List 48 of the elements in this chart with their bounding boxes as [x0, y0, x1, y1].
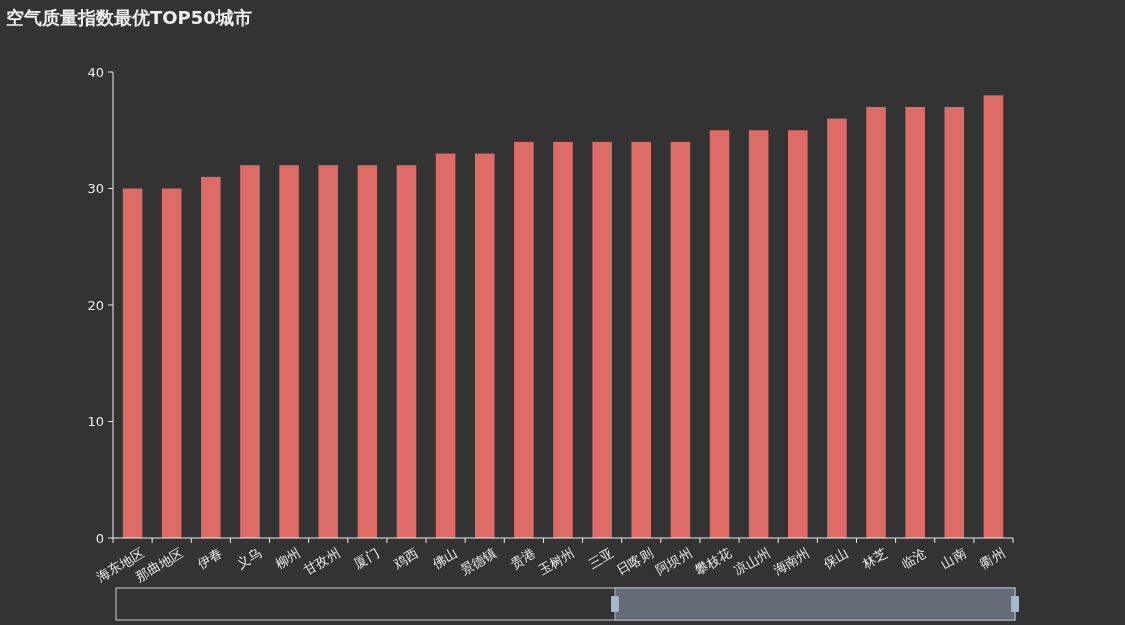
bar [944, 106, 965, 538]
bar [435, 153, 456, 538]
bar [279, 165, 299, 538]
y-tick-label: 10 [87, 414, 104, 430]
x-tick-label: 山南 [938, 545, 969, 572]
y-tick-label: 40 [87, 64, 104, 80]
bar [514, 141, 534, 538]
bar [318, 165, 338, 538]
x-tick-label: 厦门 [351, 545, 382, 572]
bar [866, 106, 886, 538]
bar [240, 165, 260, 538]
x-tick-label: 义乌 [233, 545, 265, 572]
y-tick-label: 0 [95, 530, 104, 546]
bar [201, 176, 221, 538]
bar [788, 130, 808, 538]
x-tick-label: 凉山州 [731, 545, 773, 578]
x-tick-label: 海南州 [770, 545, 812, 578]
bar [827, 118, 847, 538]
x-tick-label: 三亚 [586, 545, 617, 572]
x-tick-label: 衢州 [977, 545, 1008, 572]
x-tick-label: 景德镇 [457, 545, 499, 578]
y-tick-label: 30 [87, 181, 104, 197]
x-tick-label: 林芝 [859, 545, 891, 572]
bar [357, 165, 378, 538]
y-tick-label: 20 [87, 297, 104, 313]
bar [905, 106, 925, 538]
x-tick-label: 保山 [820, 545, 851, 572]
x-tick-label: 鸡西 [389, 545, 421, 572]
bar [670, 141, 691, 538]
bar [474, 153, 495, 538]
bar [161, 188, 182, 538]
x-tick-label: 日喀则 [614, 545, 656, 578]
x-tick-label: 玉树州 [535, 545, 578, 578]
x-tick-label: 伊春 [194, 545, 225, 572]
bar [553, 141, 573, 538]
bar [396, 165, 417, 538]
bar [748, 130, 769, 538]
bar [592, 141, 612, 538]
x-tick-label: 攀枝花 [692, 545, 734, 578]
bar [631, 141, 652, 538]
bar [709, 130, 730, 538]
bar [983, 95, 1004, 538]
chart-title: 空气质量指数最优TOP50城市 [6, 7, 252, 28]
x-tick-label: 阿坝州 [653, 545, 695, 578]
x-tick-label: 临沧 [899, 545, 930, 572]
x-tick-label: 佛山 [429, 545, 460, 572]
x-tick-label: 贵港 [507, 545, 538, 572]
bar [122, 188, 143, 538]
